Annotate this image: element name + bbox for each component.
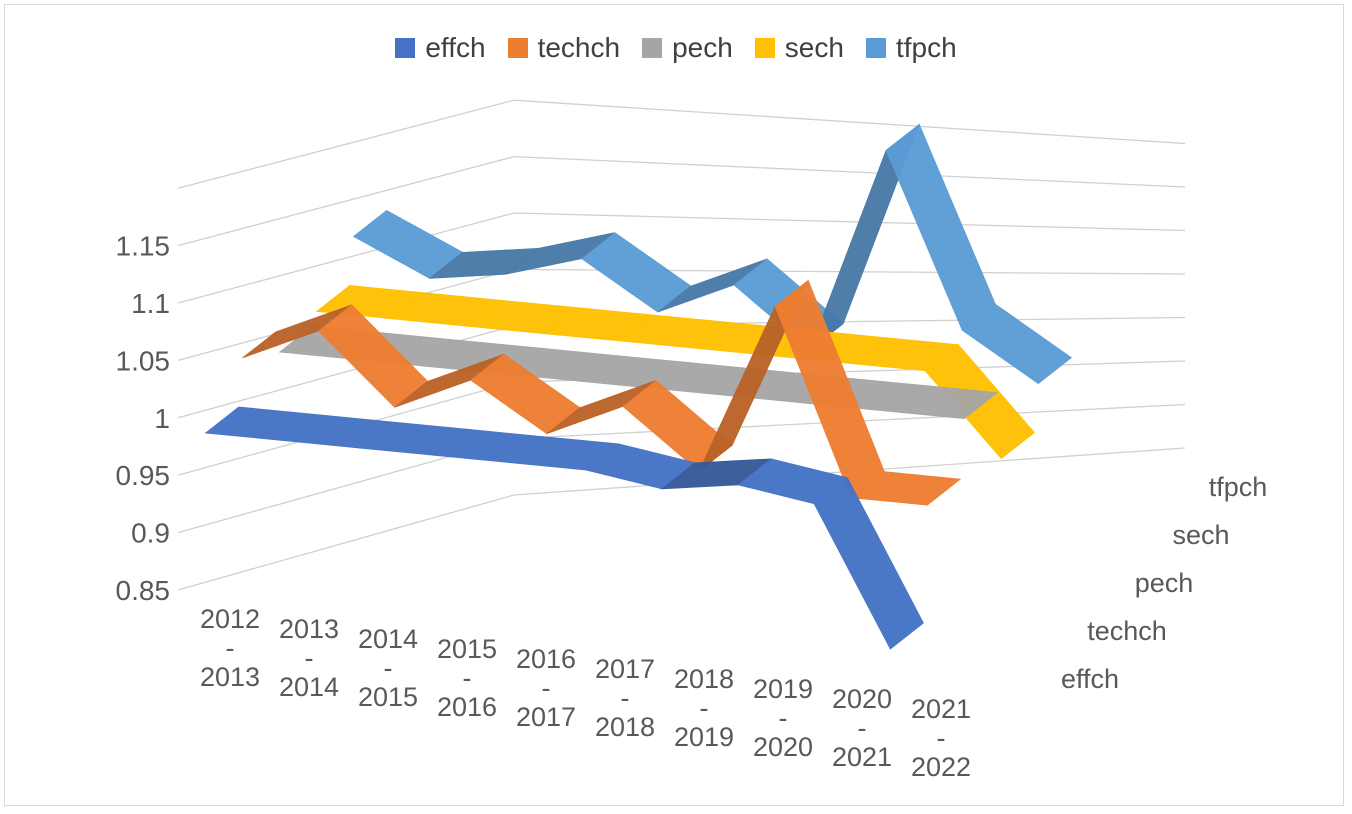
depth-label-pech: pech <box>1135 568 1194 598</box>
legend-swatch-sech <box>754 38 775 58</box>
legend-label-pech: pech <box>672 32 733 63</box>
x-tick-label: 2021 -2022 <box>911 694 971 782</box>
legend-item-sech: sech <box>754 32 844 64</box>
legend-label-techch: techch <box>537 32 621 63</box>
gridline-left-6 <box>177 494 515 591</box>
y-tick-label: 1 <box>154 403 170 434</box>
x-tick-label: 2020 -2021 <box>832 684 892 772</box>
ribbon-segment-pech <box>887 384 999 420</box>
ribbon-segment-tfpch <box>961 303 1073 385</box>
depth-label-techch: techch <box>1087 616 1167 646</box>
x-tick-label: 2013 -2014 <box>279 614 339 702</box>
x-tick-label: 2015 -2016 <box>437 634 497 722</box>
x-tick-label: 2014 -2015 <box>358 624 418 712</box>
legend-label-tfpch: tfpch <box>895 32 957 63</box>
chart-frame <box>4 4 1344 806</box>
ribbon-effch <box>204 406 924 650</box>
y-tick-label: 1.05 <box>116 345 171 376</box>
gridline-back-7 <box>513 99 1186 145</box>
legend: effch techch pech sech tfpch <box>0 32 1352 64</box>
legend-swatch-pech <box>642 38 663 58</box>
depth-label-tfpch: tfpch <box>1209 472 1268 502</box>
y-tick-label: 1.1 <box>131 288 170 319</box>
gridline-back-0 <box>513 155 1186 188</box>
gridline-left-1 <box>177 212 515 304</box>
ribbon-segment-techch <box>850 471 962 506</box>
y-tick-label: 0.9 <box>131 518 170 549</box>
legend-item-pech: pech <box>642 32 733 64</box>
ribbon-techch <box>242 279 962 506</box>
y-tick-label: 0.85 <box>116 575 171 606</box>
x-tick-label: 2017 -2018 <box>595 654 655 742</box>
ribbon-sech <box>315 285 1035 460</box>
x-tick-label: 2016 -2017 <box>516 644 576 732</box>
x-tick-label: 2012 -2013 <box>200 604 260 692</box>
legend-item-techch: techch <box>507 32 621 64</box>
y-tick-label: 1.15 <box>116 231 171 262</box>
legend-label-effch: effch <box>425 32 486 63</box>
gridline-left-0 <box>177 155 515 247</box>
y-tick-label: 0.95 <box>116 460 171 491</box>
legend-swatch-techch <box>507 38 528 58</box>
legend-item-tfpch: tfpch <box>865 32 957 64</box>
legend-swatch-tfpch <box>865 38 886 58</box>
legend-item-effch: effch <box>395 32 486 64</box>
x-tick-label: 2019 -2020 <box>753 674 813 762</box>
depth-label-effch: effch <box>1061 664 1119 694</box>
ribbon-segment-tfpch <box>885 123 996 331</box>
gridline-left-7 <box>177 99 515 189</box>
ribbon-segment-effch <box>813 477 924 650</box>
legend-label-sech: sech <box>784 32 844 63</box>
legend-swatch-effch <box>395 38 416 58</box>
depth-label-sech: sech <box>1172 520 1229 550</box>
gridline-back-1 <box>513 212 1186 232</box>
x-tick-label: 2018 -2019 <box>674 664 734 752</box>
